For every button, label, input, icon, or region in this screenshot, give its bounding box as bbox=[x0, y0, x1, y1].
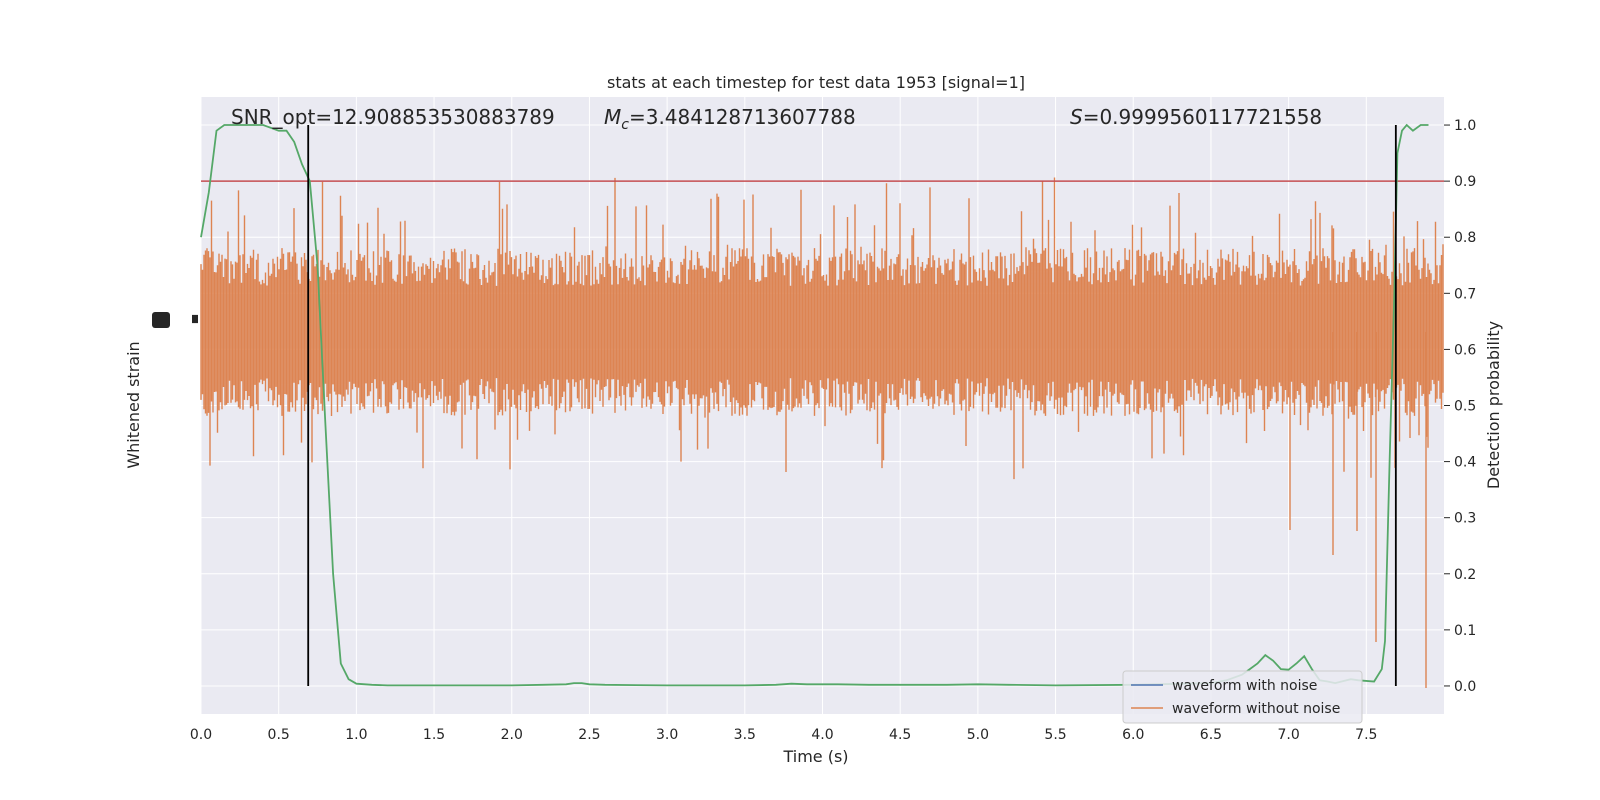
chirp-mass-annotation: Mc=3.484128713607788 bbox=[604, 105, 856, 133]
y-tick-label: 0.4 bbox=[1454, 455, 1476, 471]
x-tick-label: 1.0 bbox=[345, 727, 367, 743]
score-annotation: S=0.9999560117721558 bbox=[1070, 105, 1322, 129]
x-tick-label: 2.5 bbox=[578, 727, 600, 743]
x-axis-ticks: 0.0 0.5 1.0 1.5 2.0 2.5 3.0 3.5 4.0 4.5 5.0 5.5 6.0 6… bbox=[190, 727, 1378, 743]
x-tick-label: 5.0 bbox=[967, 727, 989, 743]
waveform-without-noise-series bbox=[200, 177, 1444, 688]
legend-label-waveform: waveform without noise bbox=[1172, 701, 1340, 717]
y-tick-label: 1.0 bbox=[1454, 118, 1476, 134]
y-tick-label: 0.7 bbox=[1454, 286, 1476, 302]
chart-title: stats at each timestep for test data 195… bbox=[607, 73, 1025, 92]
x-tick-label: 4.5 bbox=[889, 727, 911, 743]
legend-box bbox=[1122, 670, 1363, 724]
x-tick-label: 2.0 bbox=[501, 727, 523, 743]
left-axis-label: Whitened strain bbox=[124, 341, 143, 468]
y-tick-label: 0.0 bbox=[1454, 679, 1476, 695]
x-tick-label: 6.5 bbox=[1200, 727, 1222, 743]
left-axis-tick-cluster bbox=[152, 312, 198, 328]
x-tick-label: 1.5 bbox=[423, 727, 445, 743]
y-tick-label: 0.2 bbox=[1454, 567, 1476, 583]
waveform-trace bbox=[200, 177, 1444, 480]
left-tick-overlap-glyph bbox=[152, 312, 170, 328]
x-tick-label: 6.0 bbox=[1122, 727, 1144, 743]
x-axis-label: Time (s) bbox=[782, 747, 848, 766]
x-tick-label: 3.0 bbox=[656, 727, 678, 743]
x-tick-label: 7.5 bbox=[1355, 727, 1377, 743]
x-tick-label: 0.5 bbox=[268, 727, 290, 743]
y-tick-label: 0.8 bbox=[1454, 230, 1476, 246]
y-tick-label: 0.1 bbox=[1454, 623, 1476, 639]
legend: waveform with noise waveform without noi… bbox=[1122, 670, 1363, 724]
right-axis-ticks: 0.0 0.1 0.2 0.3 0.4 0.5 0.6 0.7 0.8 0.9 1.0 bbox=[1444, 118, 1476, 695]
legend-label-noise: waveform with noise bbox=[1172, 678, 1317, 694]
y-tick-label: 0.6 bbox=[1454, 342, 1476, 358]
x-tick-label: 5.5 bbox=[1044, 727, 1066, 743]
event-vertical-lines bbox=[307, 125, 1397, 686]
right-axis-label: Detection probability bbox=[1484, 321, 1503, 489]
y-tick-label: 0.3 bbox=[1454, 511, 1476, 527]
snr-annotation: SNR_opt=12.908853530883789 bbox=[231, 105, 555, 129]
x-tick-label: 7.0 bbox=[1277, 727, 1299, 743]
x-tick-label: 4.0 bbox=[811, 727, 833, 743]
y-tick-label: 0.5 bbox=[1454, 399, 1476, 415]
x-tick-label: 0.0 bbox=[190, 727, 212, 743]
y-tick-label: 0.9 bbox=[1454, 174, 1476, 190]
x-tick-label: 3.5 bbox=[734, 727, 756, 743]
